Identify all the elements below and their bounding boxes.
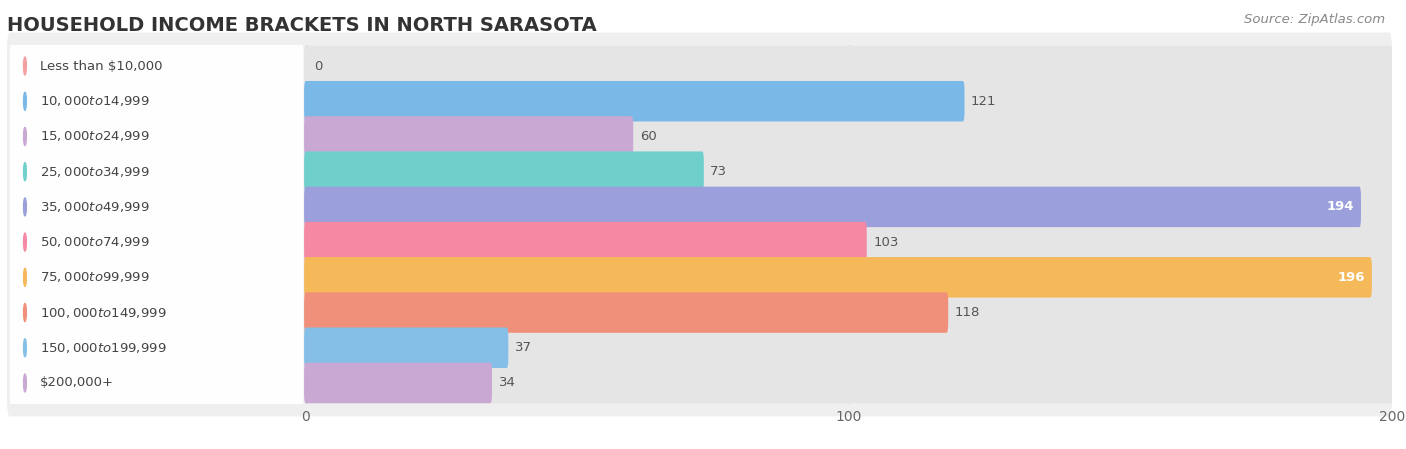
FancyBboxPatch shape — [304, 81, 1393, 122]
Text: $200,000+: $200,000+ — [41, 376, 114, 389]
Text: 194: 194 — [1326, 200, 1354, 213]
FancyBboxPatch shape — [7, 244, 1392, 311]
FancyBboxPatch shape — [304, 257, 1372, 298]
Text: $100,000 to $149,999: $100,000 to $149,999 — [41, 305, 167, 320]
FancyBboxPatch shape — [7, 349, 1392, 416]
FancyBboxPatch shape — [304, 116, 1393, 157]
FancyBboxPatch shape — [10, 150, 304, 194]
Circle shape — [24, 304, 27, 321]
Circle shape — [24, 269, 27, 286]
Text: 73: 73 — [710, 165, 727, 178]
Text: $25,000 to $34,999: $25,000 to $34,999 — [41, 165, 150, 179]
Text: 196: 196 — [1337, 271, 1365, 284]
FancyBboxPatch shape — [7, 103, 1392, 170]
Text: Source: ZipAtlas.com: Source: ZipAtlas.com — [1244, 13, 1385, 26]
Circle shape — [24, 233, 27, 251]
Circle shape — [24, 92, 27, 110]
Text: 118: 118 — [955, 306, 980, 319]
FancyBboxPatch shape — [10, 290, 304, 335]
FancyBboxPatch shape — [304, 222, 866, 262]
Circle shape — [24, 128, 27, 145]
Text: 37: 37 — [515, 341, 531, 354]
Text: $10,000 to $14,999: $10,000 to $14,999 — [41, 94, 150, 108]
FancyBboxPatch shape — [304, 327, 1393, 368]
Text: 0: 0 — [314, 60, 322, 73]
Text: HOUSEHOLD INCOME BRACKETS IN NORTH SARASOTA: HOUSEHOLD INCOME BRACKETS IN NORTH SARAS… — [7, 16, 596, 35]
FancyBboxPatch shape — [304, 363, 1393, 403]
FancyBboxPatch shape — [10, 79, 304, 123]
FancyBboxPatch shape — [10, 255, 304, 299]
Circle shape — [24, 374, 27, 392]
FancyBboxPatch shape — [10, 185, 304, 229]
Text: $75,000 to $99,999: $75,000 to $99,999 — [41, 270, 150, 284]
FancyBboxPatch shape — [7, 138, 1392, 205]
FancyBboxPatch shape — [304, 187, 1393, 227]
FancyBboxPatch shape — [10, 361, 304, 405]
Text: 103: 103 — [873, 236, 898, 249]
FancyBboxPatch shape — [304, 46, 1393, 86]
FancyBboxPatch shape — [7, 33, 1392, 100]
FancyBboxPatch shape — [304, 292, 1393, 333]
Circle shape — [24, 163, 27, 180]
FancyBboxPatch shape — [304, 257, 1393, 298]
FancyBboxPatch shape — [304, 116, 633, 157]
Text: $150,000 to $199,999: $150,000 to $199,999 — [41, 341, 167, 355]
FancyBboxPatch shape — [10, 44, 304, 88]
FancyBboxPatch shape — [304, 363, 492, 403]
FancyBboxPatch shape — [304, 151, 704, 192]
FancyBboxPatch shape — [7, 209, 1392, 276]
Text: 60: 60 — [640, 130, 657, 143]
FancyBboxPatch shape — [304, 151, 1393, 192]
FancyBboxPatch shape — [7, 279, 1392, 346]
Text: 121: 121 — [972, 95, 997, 108]
Text: 34: 34 — [499, 376, 516, 389]
FancyBboxPatch shape — [10, 220, 304, 264]
FancyBboxPatch shape — [7, 68, 1392, 135]
FancyBboxPatch shape — [304, 187, 1361, 227]
Circle shape — [24, 57, 27, 75]
Circle shape — [24, 339, 27, 357]
Text: $15,000 to $24,999: $15,000 to $24,999 — [41, 129, 150, 144]
Text: Less than $10,000: Less than $10,000 — [41, 60, 163, 73]
FancyBboxPatch shape — [304, 81, 965, 122]
Text: $35,000 to $49,999: $35,000 to $49,999 — [41, 200, 150, 214]
FancyBboxPatch shape — [7, 173, 1392, 240]
FancyBboxPatch shape — [304, 292, 948, 333]
FancyBboxPatch shape — [304, 327, 509, 368]
FancyBboxPatch shape — [7, 314, 1392, 381]
Text: $50,000 to $74,999: $50,000 to $74,999 — [41, 235, 150, 249]
Circle shape — [24, 198, 27, 216]
FancyBboxPatch shape — [10, 326, 304, 370]
FancyBboxPatch shape — [10, 114, 304, 159]
FancyBboxPatch shape — [304, 222, 1393, 262]
